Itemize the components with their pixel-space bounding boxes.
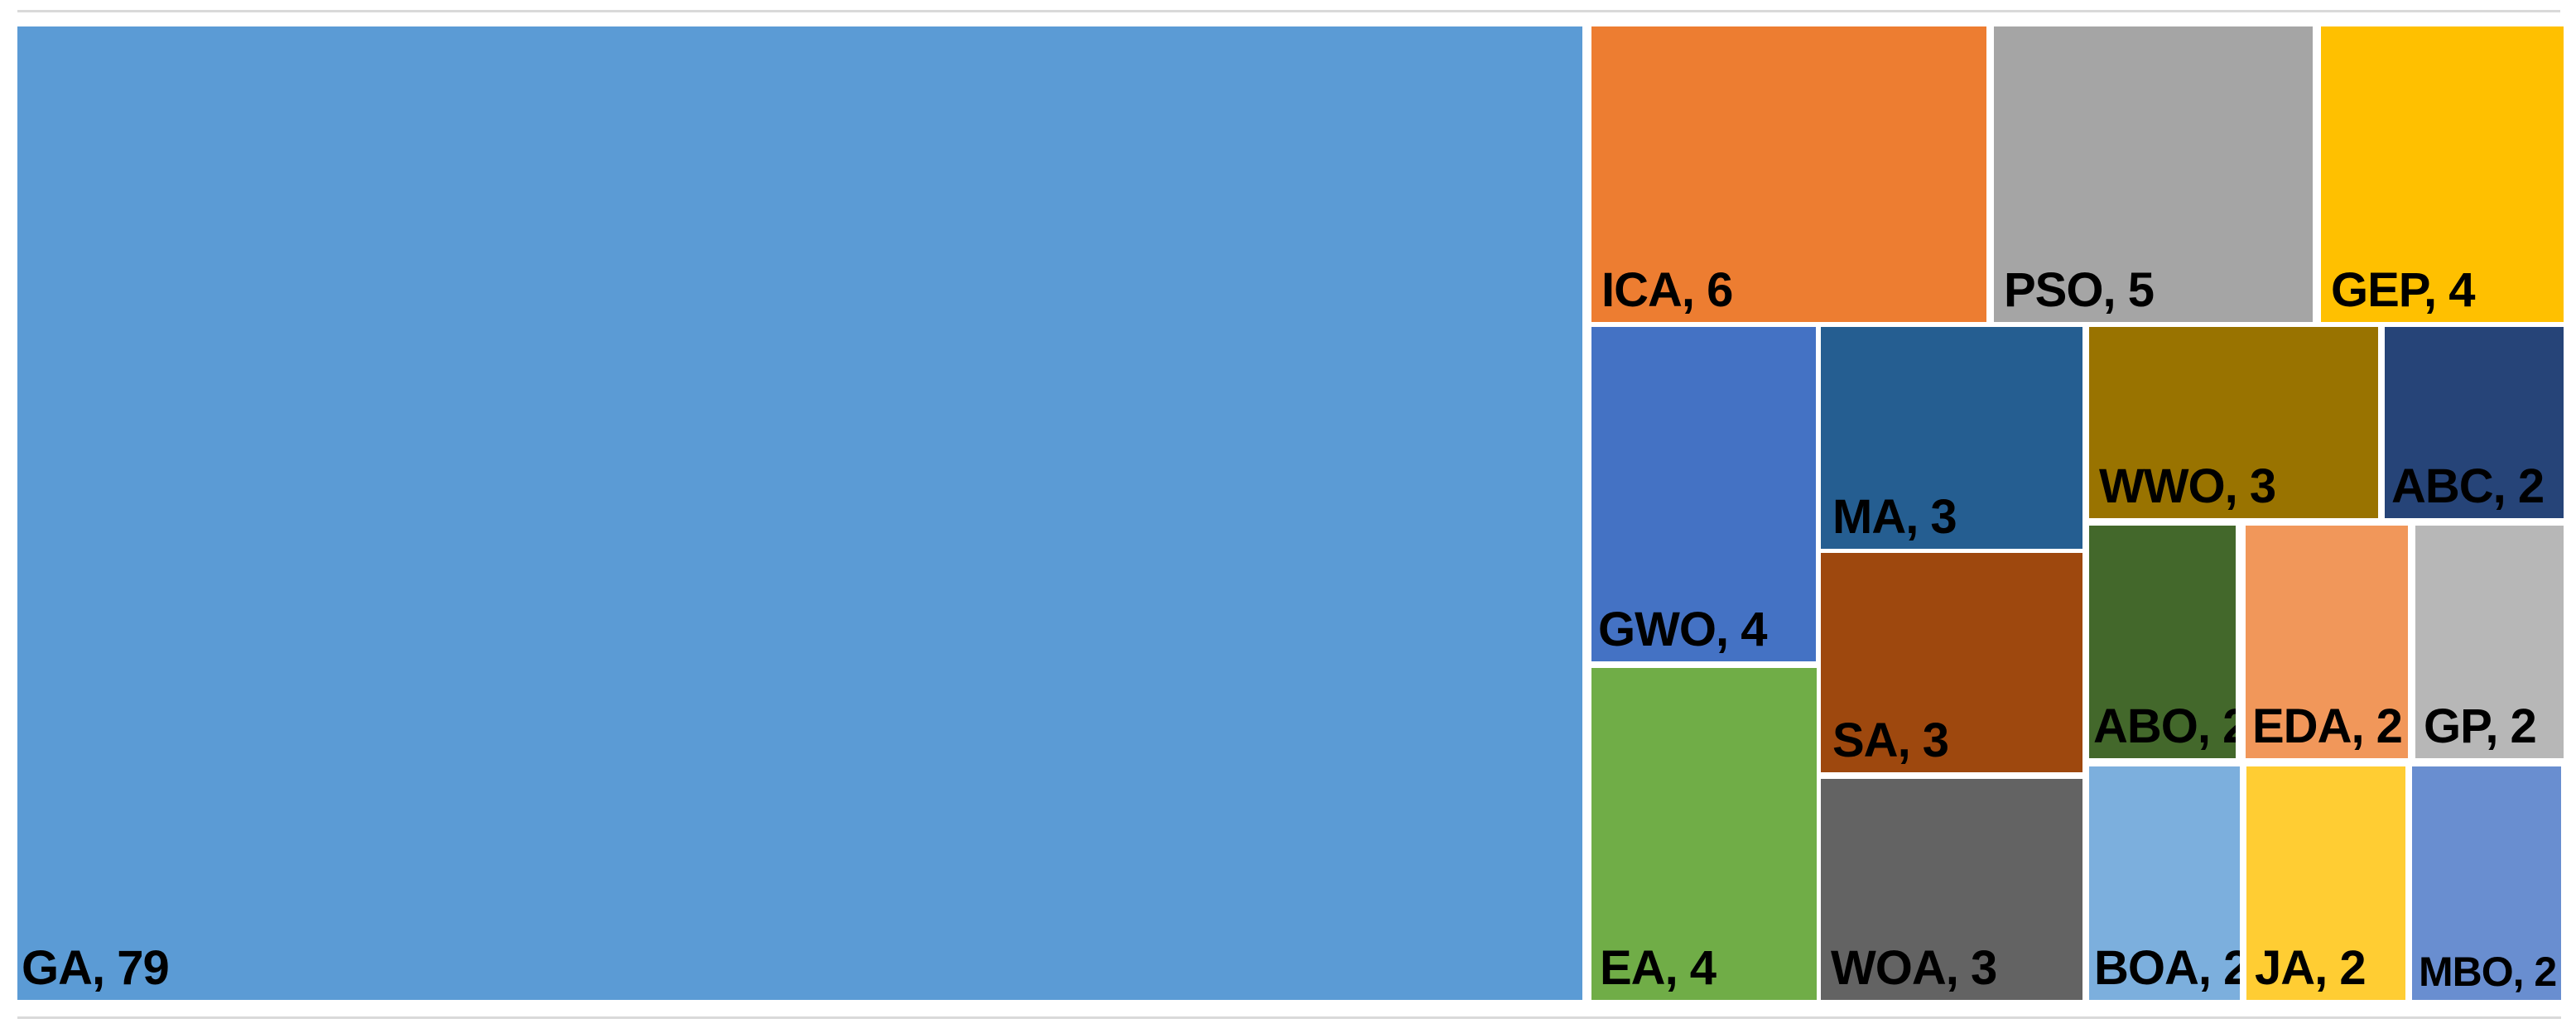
tile-label-mbo: MBO, 2 <box>2419 949 2557 995</box>
tile-label-wwo: WWO, 3 <box>2099 459 2276 513</box>
bottom-hairline <box>17 1016 2561 1019</box>
tile-label-ica: ICA, 6 <box>1601 263 1733 317</box>
treemap-tile-abo: ABO, 2 <box>2089 526 2236 758</box>
tile-label-ja: JA, 2 <box>2255 941 2367 995</box>
treemap-tile-gp: GP, 2 <box>2415 526 2564 758</box>
treemap-tile-abc: ABC, 2 <box>2385 327 2564 518</box>
treemap-tile-pso: PSO, 5 <box>1994 26 2313 322</box>
treemap-tile-sa: SA, 3 <box>1821 553 2082 772</box>
treemap-tile-woa: WOA, 3 <box>1821 779 2082 1000</box>
top-hairline <box>17 10 2560 12</box>
treemap-tile-ica: ICA, 6 <box>1591 26 1986 322</box>
tile-label-pso: PSO, 5 <box>2004 263 2155 317</box>
tile-label-abo: ABO, 2 <box>2093 699 2236 753</box>
treemap-tile-boa: BOA, 2 <box>2089 766 2240 1000</box>
treemap-tile-gwo: GWO, 4 <box>1591 327 1816 661</box>
tile-label-gp: GP, 2 <box>2424 699 2537 753</box>
tile-label-sa: SA, 3 <box>1832 713 1949 767</box>
tile-label-gep: GEP, 4 <box>2331 263 2475 317</box>
treemap-tile-gep: GEP, 4 <box>2321 26 2564 322</box>
tile-label-abc: ABC, 2 <box>2391 459 2545 513</box>
treemap-tile-ea: EA, 4 <box>1591 668 1817 1000</box>
treemap-tile-mbo: MBO, 2 <box>2412 766 2561 1000</box>
tile-label-boa: BOA, 2 <box>2094 941 2240 995</box>
treemap-tile-ma: MA, 3 <box>1821 327 2082 549</box>
tile-label-ea: EA, 4 <box>1600 941 1717 995</box>
tile-label-eda: EDA, 2 <box>2252 699 2403 753</box>
treemap-tile-eda: EDA, 2 <box>2246 526 2408 758</box>
treemap-tile-ga: GA, 79 <box>17 26 1582 1000</box>
tile-label-ga: GA, 79 <box>22 941 170 995</box>
treemap-tile-wwo: WWO, 3 <box>2089 327 2378 518</box>
tile-label-woa: WOA, 3 <box>1831 941 1997 995</box>
treemap-tile-ja: JA, 2 <box>2246 766 2405 1000</box>
tile-label-ma: MA, 3 <box>1832 490 1957 544</box>
tile-label-gwo: GWO, 4 <box>1598 603 1767 656</box>
